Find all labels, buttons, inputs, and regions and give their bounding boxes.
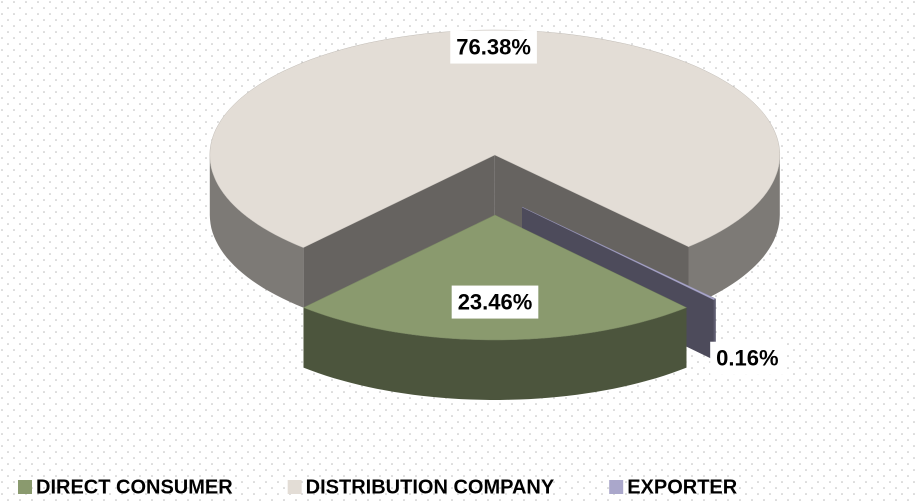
legend-swatch [18,480,32,494]
value-label-box [451,285,539,319]
slice-top [302,214,688,341]
legend-swatch [287,480,302,494]
slice-side [209,155,304,308]
value-label-box [450,30,537,64]
legend-swatch [609,480,624,494]
slice-side [688,155,780,307]
slice-top [209,29,781,248]
value-label-box [710,341,785,375]
value-label: 23.46% [458,290,533,315]
legend-label: DISTRIBUTION COMPANY [306,476,555,498]
slice-face [303,155,495,308]
legend-label: DIRECT CONSUMER [36,476,233,498]
slice-top [521,206,717,300]
legend-label: EXPORTER [627,476,738,498]
value-label: 76.38% [456,35,531,60]
slice-side [303,307,687,400]
slice [209,29,781,308]
slice [302,214,688,400]
value-label: 0.16% [716,346,778,371]
